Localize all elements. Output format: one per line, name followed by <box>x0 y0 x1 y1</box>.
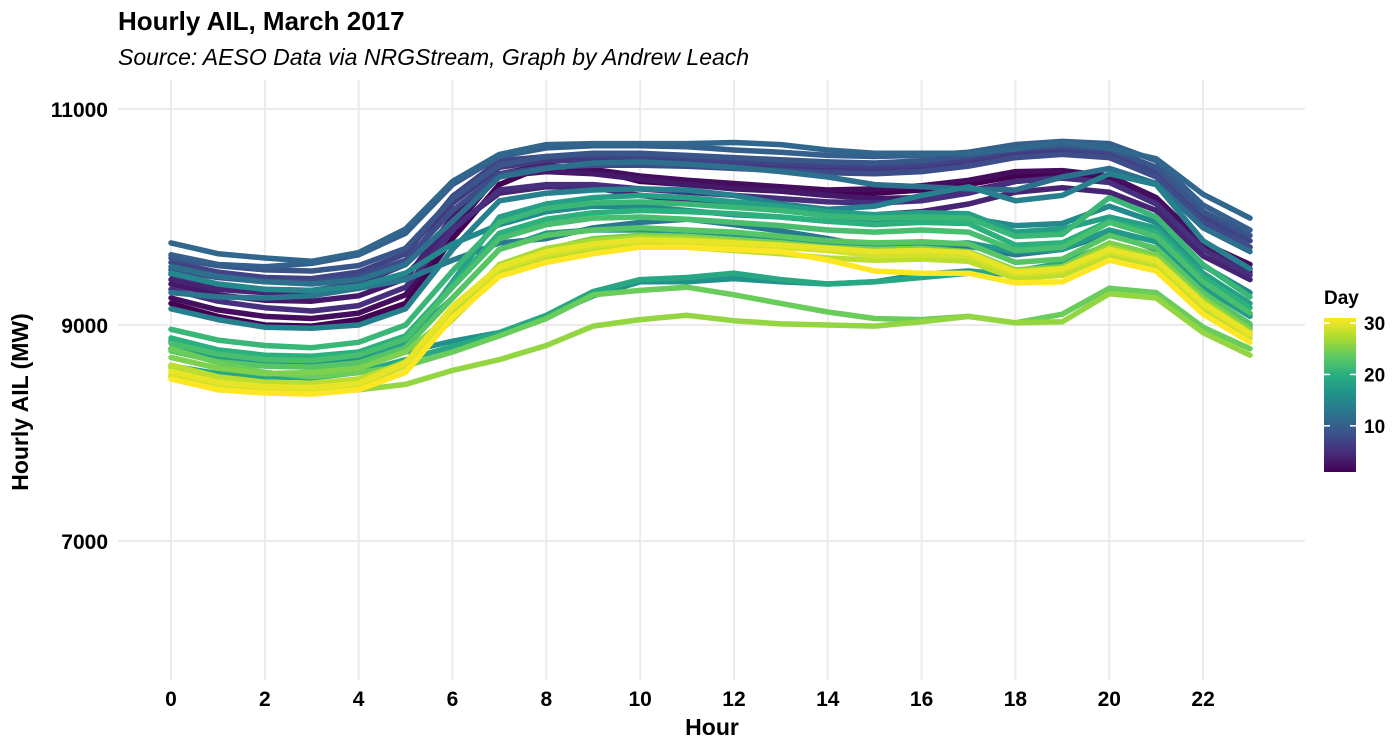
x-tick-label: 10 <box>628 688 651 711</box>
chart-title: Hourly AIL, March 2017 <box>118 6 405 36</box>
series-lines <box>168 138 1253 397</box>
x-tick-label: 6 <box>447 688 459 711</box>
legend-tick-label: 10 <box>1364 417 1385 438</box>
x-tick-label: 8 <box>540 688 552 711</box>
x-tick-label: 14 <box>816 688 840 711</box>
x-tick-label: 16 <box>910 688 933 711</box>
legend-tick-label: 20 <box>1364 365 1385 386</box>
chart-subtitle: Source: AESO Data via NRGStream, Graph b… <box>118 44 749 70</box>
x-axis-title: Hour <box>685 714 739 740</box>
y-axis-ticks: 7000 9000 11000 <box>51 99 108 554</box>
legend-colorbar <box>1324 318 1356 472</box>
series-line-day-14 <box>168 171 1253 331</box>
series-line-day-30 <box>168 236 1253 391</box>
x-tick-label: 12 <box>722 688 745 711</box>
x-tick-label: 4 <box>353 688 365 711</box>
series-line-day-20 <box>168 207 1253 360</box>
color-legend: Day 10 20 30 <box>1324 288 1385 472</box>
x-tick-label: 20 <box>1098 688 1121 711</box>
y-tick-label: 9000 <box>61 315 108 338</box>
x-tick-label: 0 <box>165 688 177 711</box>
series-line-day-9 <box>168 142 1253 274</box>
series-line-day-21 <box>168 194 1253 351</box>
y-axis-title: Hourly AIL (MW) <box>7 313 33 491</box>
x-axis-ticks: 0 2 4 6 8 10 12 14 16 18 20 22 <box>165 688 1215 711</box>
series-line-day-31 <box>168 244 1253 397</box>
series-line-day-12 <box>168 159 1253 287</box>
y-tick-label: 7000 <box>61 531 108 554</box>
y-tick-label: 11000 <box>51 99 108 122</box>
series-line-day-23 <box>168 225 1253 370</box>
legend-ticks: 10 20 30 <box>1324 314 1385 438</box>
x-tick-label: 2 <box>259 688 271 711</box>
x-tick-label: 22 <box>1191 688 1214 711</box>
series-line-day-11 <box>168 139 1253 265</box>
series-line-day-24 <box>168 284 1253 380</box>
legend-tick-label: 30 <box>1364 314 1385 335</box>
series-line-day-2 <box>168 162 1253 322</box>
series-line-day-22 <box>168 214 1253 364</box>
x-tick-label: 18 <box>1004 688 1028 711</box>
legend-title: Day <box>1324 288 1359 309</box>
